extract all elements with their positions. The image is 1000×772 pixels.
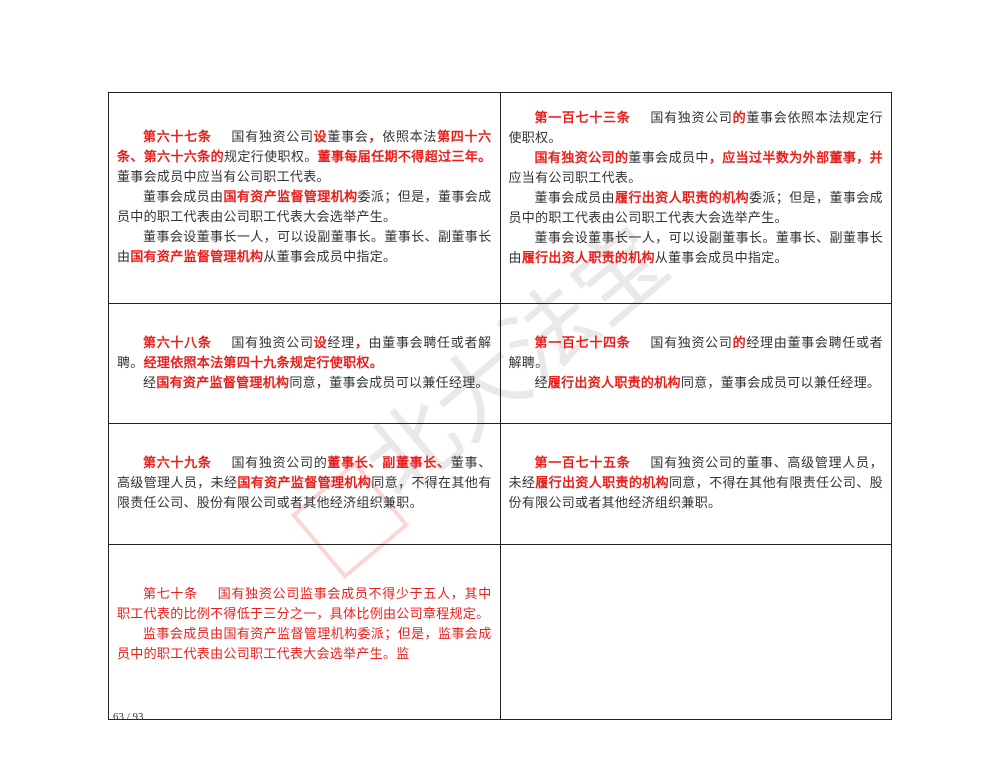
text-segment: 董事会成员由	[143, 190, 224, 205]
highlighted-text: 国有独资公司监事会成员不得少于五人，其中职工代表的比例不得低于三分之一，具体比例…	[117, 587, 492, 622]
article-paragraph: 第一百七十四条 国有独资公司的经理由董事会聘任或者解聘。	[509, 334, 884, 374]
highlighted-text: 的	[732, 335, 747, 351]
highlighted-text: 第一百七十三条	[534, 111, 631, 126]
highlighted-text: 监事会成员由国有资产监督管理机构委派；但是，监事会成员中的职工代表由公司职工代表…	[117, 627, 492, 662]
old-article-cell: 第六十七条 国有独资公司设董事会，依照本法第四十六条、第六十六条的规定行使职权。董…	[108, 92, 501, 304]
highlighted-text: 履行出资人职责的机构	[535, 476, 670, 491]
table-row: 第六十九条 国有独资公司的董事长、副董事长、董事、高级管理人员，未经国有资产监督管…	[108, 423, 892, 545]
highlighted-text: 第一百七十四条	[534, 335, 631, 351]
highlighted-text: 第六十八条	[143, 335, 212, 351]
text-segment: 经理由董事会聘任或者解聘。	[508, 335, 883, 371]
table-row: 第七十条 国有独资公司监事会成员不得少于五人，其中职工代表的比例不得低于三分之一，…	[108, 544, 892, 720]
table-row: 第六十七条 国有独资公司设董事会，依照本法第四十六条、第六十六条的规定行使职权。董…	[108, 92, 892, 304]
article-paragraph: 第六十七条 国有独资公司设董事会，依照本法第四十六条、第六十六条的规定行使职权。董…	[117, 128, 492, 188]
text-segment: 由董事会聘任或者解聘。	[117, 335, 492, 371]
text-segment: 国有独资公司	[231, 335, 314, 351]
highlighted-text: 董事每届任期不得超过三年。	[317, 150, 492, 165]
highlighted-text: 履行出资人职责的机构	[521, 251, 655, 266]
article-paragraph: 董事会成员由国有资产监督管理机构委派；但是，董事会成员中的职工代表由公司职工代表…	[117, 188, 492, 228]
article-paragraph: 第一百七十五条 国有独资公司的董事、高级管理人员，未经履行出资人职责的机构同意，不…	[509, 454, 884, 514]
comparison-table: 第六十七条 国有独资公司设董事会，依照本法第四十六条、第六十六条的规定行使职权。董…	[108, 92, 892, 720]
text-segment: 董事会设董事长一人，可以设副董事长。董事长、副董事长由	[508, 231, 883, 266]
highlighted-text: 第四十六条、第六十六条的	[117, 130, 492, 165]
highlighted-text: 第六十九条	[143, 456, 212, 471]
new-article-cell: 第一百七十三条 国有独资公司的董事会依照本法规定行使职权。 国有独资公司的董事会成员…	[499, 92, 892, 304]
text-segment: 经	[534, 375, 548, 391]
text-segment: 规定行使职权。	[224, 150, 318, 165]
old-article-cell: 第七十条 国有独资公司监事会成员不得少于五人，其中职工代表的比例不得低于三分之一，…	[108, 544, 501, 720]
highlighted-text: 国有资产监督管理机构	[223, 190, 358, 205]
text-segment: 同意，董事会成员可以兼任经理。	[680, 375, 881, 391]
highlighted-text: 设	[313, 335, 328, 351]
text-segment: 委派；但是，董事会成员中的职工代表由公司职工代表大会选举产生。	[117, 190, 492, 225]
article-paragraph: 董事会设董事长一人，可以设副董事长。董事长、副董事长由国有资产监督管理机构从董事…	[117, 228, 492, 268]
article-paragraph: 经国有资产监督管理机构同意，董事会成员可以兼任经理。	[117, 374, 492, 394]
text-segment: 同意，董事会成员可以兼任经理。	[289, 375, 489, 391]
text-segment: 国有独资公司的董事、高级管理人员，未经	[508, 456, 883, 491]
article-paragraph: 第一百七十三条 国有独资公司的董事会依照本法规定行使职权。	[509, 109, 884, 149]
text-segment: 董事会成员由	[534, 191, 615, 206]
article-paragraph: 第六十九条 国有独资公司的董事长、副董事长、董事、高级管理人员，未经国有资产监督管…	[117, 454, 492, 514]
text-segment: 经	[143, 375, 157, 391]
text-segment: 从董事会成员中指定。	[263, 250, 397, 265]
text-segment: 国有独资公司的	[231, 456, 328, 471]
text-segment: 依照本法	[382, 130, 438, 145]
article-paragraph: 董事会设董事长一人，可以设副董事长。董事长、副董事长由履行出资人职责的机构从董事…	[509, 229, 884, 269]
highlighted-text: 国有资产监督管理机构	[130, 250, 264, 265]
new-article-cell: 第一百七十五条 国有独资公司的董事、高级管理人员，未经履行出资人职责的机构同意，不…	[499, 423, 892, 545]
article-paragraph: 董事会成员由履行出资人职责的机构委派；但是，董事会成员中的职工代表由公司职工代表…	[509, 189, 884, 229]
text-segment: 董事会成员中应当有公司职工代表。	[117, 170, 330, 185]
text-segment: 经理	[327, 335, 355, 351]
highlighted-text: 经理依照本法第四十九条规定行使职权。	[143, 355, 384, 371]
table-row: 第六十八条 国有独资公司设经理，由董事会聘任或者解聘。经理依照本法第四十九条规定行…	[108, 303, 892, 424]
article-paragraph: 监事会成员由国有资产监督管理机构委派；但是，监事会成员中的职工代表由公司职工代表…	[117, 625, 492, 665]
highlighted-text: 的	[732, 111, 747, 126]
highlighted-text: 第六十七条	[143, 130, 212, 145]
text-segment: 同意，不得在其他有限责任公司、股份有限公司或者其他经济组织兼职。	[117, 476, 492, 511]
article-paragraph: 第七十条 国有独资公司监事会成员不得少于五人，其中职工代表的比例不得低于三分之一，…	[117, 585, 492, 625]
article-paragraph: 经履行出资人职责的机构同意，董事会成员可以兼任经理。	[509, 374, 884, 394]
old-article-cell: 第六十九条 国有独资公司的董事长、副董事长、董事、高级管理人员，未经国有资产监督管…	[108, 423, 501, 545]
article-paragraph: 第六十八条 国有独资公司设经理，由董事会聘任或者解聘。经理依照本法第四十九条规定行…	[117, 334, 492, 374]
article-paragraph: 国有独资公司的董事会成员中，应当过半数为外部董事，并应当有公司职工代表。	[509, 149, 884, 189]
page-number: 63 / 93	[113, 711, 144, 723]
highlighted-text: ，	[354, 335, 369, 351]
highlighted-text: 第七十条	[143, 587, 198, 602]
text-segment: 应当有公司职工代表。	[508, 171, 642, 186]
highlighted-text: 第一百七十五条	[534, 456, 631, 471]
text-segment: 从董事会成员中指定。	[654, 251, 788, 266]
text-segment: 董事会设董事长一人，可以设副董事长。董事长、副董事长由	[117, 230, 492, 265]
highlighted-text: 国有资产监督管理机构	[156, 375, 290, 391]
highlighted-text: 国有资产监督管理机构	[237, 476, 372, 491]
text-segment: 国有独资公司	[649, 111, 733, 126]
highlighted-text: ，应当过半数为外部董事，并	[708, 151, 883, 166]
text-segment: 董事会成员中	[628, 151, 709, 166]
text-segment: 董事会	[327, 130, 369, 145]
new-article-cell	[499, 544, 892, 720]
text-segment: 董事会依照本法规定行使职权。	[508, 111, 883, 146]
highlighted-text: 履行出资人职责的机构	[614, 191, 749, 206]
highlighted-text: 履行出资人职责的机构	[547, 375, 681, 391]
old-article-cell: 第六十八条 国有独资公司设经理，由董事会聘任或者解聘。经理依照本法第四十九条规定行…	[108, 303, 501, 424]
new-article-cell: 第一百七十四条 国有独资公司的经理由董事会聘任或者解聘。经履行出资人职责的机构同意…	[499, 303, 892, 424]
highlighted-text: 设	[313, 130, 328, 145]
text-segment: 国有独资公司	[231, 130, 314, 145]
text-segment: 委派；但是，董事会成员中的职工代表由公司职工代表大会选举产生。	[508, 191, 883, 226]
text-segment: 董事、高级管理人员，未经	[117, 456, 492, 491]
highlighted-text: ，	[368, 130, 383, 145]
highlighted-text: 国有独资公司的	[534, 151, 629, 166]
text-segment: 同意，不得在其他有限责任公司、股份有限公司或者其他经济组织兼职。	[508, 476, 883, 511]
text-segment: 国有独资公司	[649, 335, 733, 351]
highlighted-text: 董事长、副董事长、	[327, 456, 451, 471]
